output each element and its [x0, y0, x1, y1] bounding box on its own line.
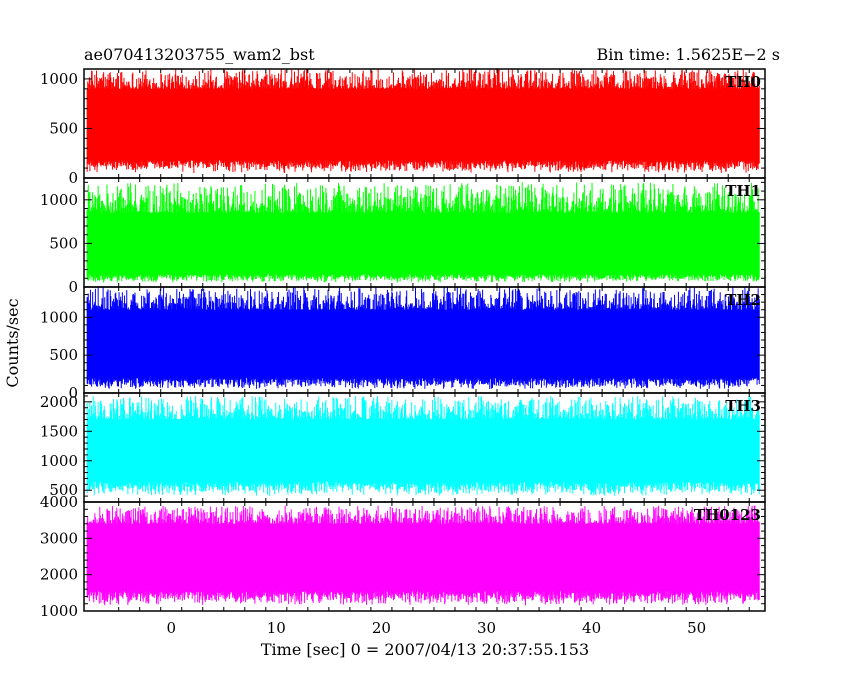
series-th1	[86, 182, 760, 283]
y-tick-label: 3000	[40, 529, 78, 547]
y-tick-label: 500	[49, 119, 78, 137]
panel-label: TH0123	[694, 506, 761, 524]
panel-th0123: 1000 2000 3000 4000 TH0123	[40, 493, 766, 620]
x-tick-label: 40	[582, 619, 601, 637]
y-tick-label: 500	[49, 234, 78, 252]
chart-subtitle: Bin time: 1.5625E−2 s	[597, 45, 780, 64]
x-axis-label: Time [sec] 0 = 2007/04/13 20:37:55.153	[261, 640, 589, 659]
y-tick-label: 1000	[40, 308, 78, 326]
panel-th0: 0 500 1000 TH0	[40, 68, 766, 187]
y-tick-label: 2000	[40, 393, 78, 411]
panel-th2: 0 500 1000 TH2	[40, 286, 766, 402]
y-tick-label: 0	[68, 169, 78, 187]
y-tick-label: 1000	[40, 452, 78, 470]
chart-title: ae070413203755_wam2_bst	[84, 45, 315, 64]
y-tick-label: 500	[49, 346, 78, 364]
y-tick-label: 0	[68, 278, 78, 296]
y-tick-label: 500	[49, 481, 78, 499]
y-axis-label: Counts/sec	[3, 298, 22, 387]
y-tick-label: 4000	[40, 493, 78, 511]
x-tick-label: 50	[687, 619, 706, 637]
panel-label: TH1	[725, 182, 761, 200]
x-tick-label: 10	[267, 619, 286, 637]
y-tick-label: 1000	[40, 70, 78, 88]
x-tick-label: 30	[477, 619, 496, 637]
panel-label: TH2	[725, 291, 761, 309]
panel-th3: 500 1000 1500 2000 TH3	[40, 392, 766, 503]
y-tick-label: 1000	[40, 191, 78, 209]
panel-label: TH0	[725, 73, 761, 91]
panel-label: TH3	[725, 397, 761, 415]
series-th3	[86, 396, 760, 496]
y-tick-label: 2000	[40, 566, 78, 584]
y-tick-label: 1500	[40, 422, 78, 440]
series-th2	[86, 287, 760, 389]
panel-th1: 0 500 1000 TH1	[40, 177, 766, 296]
x-tick-label: 0	[166, 619, 176, 637]
panel-frame	[83, 501, 766, 612]
x-tick-label: 20	[372, 619, 391, 637]
series-th0	[86, 69, 760, 173]
y-tick-label: 0	[68, 384, 78, 402]
y-tick-label: 1000	[40, 602, 78, 620]
series-th0123	[86, 505, 760, 606]
